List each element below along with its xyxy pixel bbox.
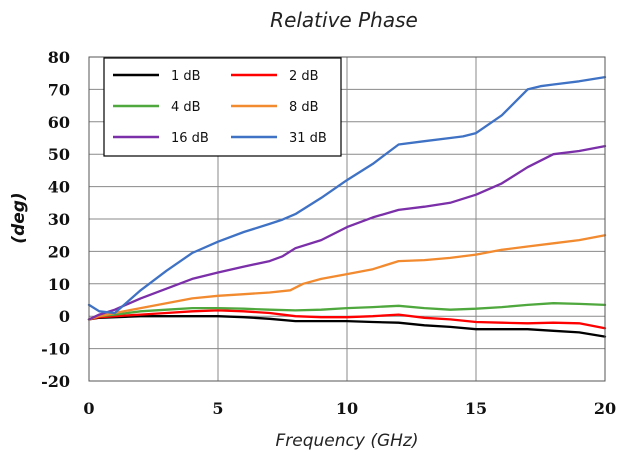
legend-label: 16 dB xyxy=(171,131,209,146)
y-axis-ticks: -20 -10 0 10 20 30 40 50 60 70 80 xyxy=(41,48,70,391)
y-tick-label: 60 xyxy=(48,113,70,132)
y-tick-label: 70 xyxy=(48,80,70,99)
legend: 1 dB 2 dB 4 dB 8 dB 16 dB 31 dB xyxy=(103,57,342,157)
series-lines xyxy=(87,75,607,338)
x-tick-label: 10 xyxy=(336,399,358,418)
y-axis-label: (deg) xyxy=(9,192,29,243)
y-tick-label: -10 xyxy=(41,340,70,359)
x-axis-label: Frequency (GHz) xyxy=(276,431,419,451)
y-tick-label: -20 xyxy=(41,372,70,391)
y-tick-label: 10 xyxy=(48,275,70,294)
plot-area-frame xyxy=(88,56,606,382)
y-tick-label: 40 xyxy=(48,178,70,197)
x-tick-label: 0 xyxy=(83,399,94,418)
series-line-8-db xyxy=(87,234,607,321)
legend-label: 4 dB xyxy=(171,100,201,115)
legend-label: 31 dB xyxy=(289,131,327,146)
x-tick-label: 20 xyxy=(594,399,616,418)
x-axis-ticks: 0 5 10 15 20 xyxy=(83,399,616,418)
y-tick-label: 30 xyxy=(48,210,70,229)
y-tick-label: 0 xyxy=(59,307,70,326)
legend-label: 2 dB xyxy=(289,69,319,84)
x-tick-label: 15 xyxy=(465,399,487,418)
y-tick-label: 20 xyxy=(48,242,70,261)
series-line-2-db xyxy=(87,309,607,330)
series-line-16-db xyxy=(87,144,607,321)
y-tick-label: 80 xyxy=(48,48,70,67)
chart-title: Relative Phase xyxy=(270,8,418,32)
legend-label: 1 dB xyxy=(171,69,201,84)
series-line-4-db xyxy=(87,302,607,321)
series-line-1-db xyxy=(87,315,607,338)
y-tick-label: 50 xyxy=(48,145,70,164)
legend-label: 8 dB xyxy=(289,100,319,115)
series-line-31-db xyxy=(87,75,607,315)
x-tick-label: 5 xyxy=(212,399,223,418)
